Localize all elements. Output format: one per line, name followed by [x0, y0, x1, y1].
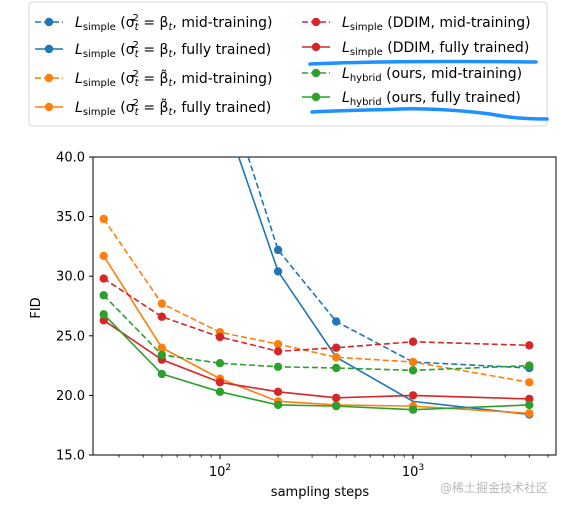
- series-6: [99, 291, 534, 375]
- data-point: [408, 357, 418, 367]
- legend-label: Lsimple (σt2 = βt, fully trained): [75, 40, 271, 60]
- series-line: [103, 255, 530, 415]
- data-point: [99, 251, 108, 261]
- data-point: [332, 317, 341, 326]
- watermark: @稀土掘金技术社区: [440, 480, 548, 495]
- series-line: [247, 157, 530, 369]
- data-point: [99, 310, 108, 319]
- data-point: [525, 409, 534, 418]
- data-point: [332, 393, 341, 402]
- data-point: [525, 378, 534, 387]
- series-0: [247, 157, 534, 373]
- series-1: [237, 157, 534, 419]
- legend-entry: Lsimple (DDIM, fully trained): [302, 40, 529, 58]
- series-line: [103, 218, 530, 384]
- data-point: [332, 353, 341, 362]
- data-point: [273, 245, 283, 255]
- legend-frame: [28, 1, 548, 127]
- data-point: [99, 214, 108, 224]
- data-point: [157, 312, 167, 321]
- plot-area: 15.0 20.0 25.0 30.0 35.0 40.0 102 103: [56, 151, 557, 480]
- data-point: [215, 378, 225, 387]
- legend-entry: Lsimple (σt2 = βt, fully trained): [35, 40, 271, 60]
- data-point: [525, 400, 534, 410]
- legend-label: Lsimple (DDIM, mid-training): [342, 15, 531, 33]
- data-point: [157, 343, 167, 352]
- legend-marker: [44, 17, 54, 27]
- series-7: [99, 310, 534, 414]
- data-point: [215, 387, 225, 397]
- y-tick-label: 25.0: [56, 329, 85, 344]
- series-5: [99, 316, 534, 404]
- data-point: [525, 394, 534, 404]
- data-point: [157, 350, 167, 360]
- y-tick-label: 20.0: [56, 389, 85, 404]
- legend-label: Lsimple (σt2 = β̃t, fully trained): [75, 98, 271, 118]
- data-point: [273, 339, 283, 349]
- legend: Lsimple (σt2 = βt, mid-training) Lsimple …: [28, 1, 548, 127]
- data-point: [99, 291, 108, 300]
- legend-marker: [44, 73, 54, 83]
- axis-ticks: 15.0 20.0 25.0 30.0 35.0 40.0 102 103: [56, 151, 549, 480]
- highlight-annotation: [308, 59, 549, 121]
- legend-marker: [44, 44, 54, 54]
- legend-entry: Lhybrid (ours, mid-training): [302, 66, 522, 84]
- data-point: [408, 391, 418, 400]
- data-point: [332, 401, 341, 411]
- data-point: [408, 337, 418, 346]
- legend-entry: Lsimple (σt2 = βt, mid-training): [35, 13, 273, 33]
- data-point: [157, 299, 167, 308]
- data-point: [273, 362, 283, 371]
- data-point: [99, 274, 108, 283]
- series-3: [99, 251, 534, 418]
- data-point: [99, 316, 108, 325]
- data-point: [273, 400, 283, 410]
- legend-label: Lhybrid (ours, mid-training): [342, 66, 522, 84]
- highlight-stroke-1: [308, 59, 538, 66]
- data-point: [273, 347, 283, 356]
- x-tick-label: 103: [402, 463, 424, 480]
- highlight-stroke-2: [310, 107, 549, 121]
- data-point: [408, 405, 418, 414]
- y-tick-label: 40.0: [56, 151, 85, 166]
- x-axis-label: sampling steps: [271, 485, 370, 500]
- legend-entry: Lhybrid (ours, fully trained): [302, 90, 521, 108]
- legend-label: Lsimple (DDIM, fully trained): [342, 40, 529, 58]
- legend-label: Lsimple (σt2 = βt, mid-training): [75, 13, 273, 33]
- data-point: [525, 361, 534, 370]
- legend-entry: Lsimple (DDIM, mid-training): [302, 15, 531, 33]
- x-tick-label: 102: [209, 463, 231, 480]
- series-4: [99, 274, 534, 356]
- series-2: [99, 214, 534, 387]
- legend-marker: [311, 42, 321, 52]
- y-tick-label: 30.0: [56, 270, 85, 285]
- data-point: [215, 332, 225, 342]
- data-point: [525, 341, 534, 350]
- legend-entry: Lsimple (σt2 = β̃t, mid-training): [35, 69, 273, 89]
- data-point: [332, 363, 341, 373]
- series-line: [103, 319, 530, 400]
- legend-marker: [311, 68, 321, 78]
- data-point: [332, 343, 341, 352]
- data-point: [408, 366, 418, 375]
- data-point: [273, 387, 283, 397]
- data-point: [157, 369, 167, 379]
- data-point: [273, 267, 283, 276]
- series-layer: [99, 157, 534, 419]
- axes-frame: [92, 156, 557, 456]
- legend-entry: Lsimple (σt2 = β̃t, fully trained): [35, 98, 271, 118]
- y-tick-label: 15.0: [56, 449, 85, 464]
- series-line: [103, 277, 530, 353]
- legend-marker: [311, 92, 321, 102]
- data-point: [215, 359, 225, 368]
- legend-marker: [311, 17, 321, 27]
- y-axis-label: FID: [29, 297, 44, 318]
- series-line: [237, 157, 530, 416]
- y-tick-label: 35.0: [56, 210, 85, 225]
- legend-marker: [44, 102, 54, 112]
- legend-label: Lhybrid (ours, fully trained): [342, 90, 521, 108]
- legend-label: Lsimple (σt2 = β̃t, mid-training): [75, 69, 273, 89]
